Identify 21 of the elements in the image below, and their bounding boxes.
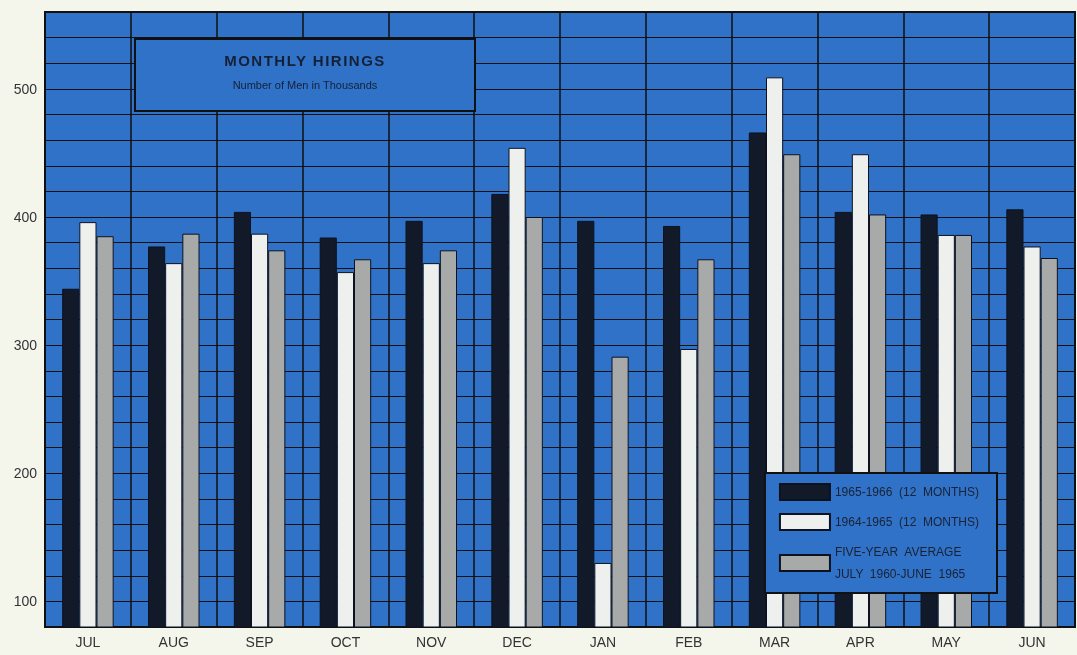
x-tick-label: AUG: [158, 634, 189, 650]
legend-label: 1964-1965 (12 MONTHS): [834, 515, 979, 529]
x-tick-label: MAY: [931, 634, 962, 650]
legend-label: FIVE-YEAR AVERAGE JULY 1960-JUNE 1965: [834, 545, 966, 581]
x-tick-label: MAR: [759, 634, 791, 650]
x-tick-label: DEC: [502, 634, 532, 650]
x-tick-label: APR: [846, 634, 875, 650]
x-tick-label: NOV: [416, 634, 448, 650]
y-tick-label: 200: [13, 465, 38, 482]
y-tick-label: 300: [13, 337, 38, 354]
x-tick-label: JAN: [589, 634, 617, 650]
y-tick-label: 100: [13, 593, 38, 610]
x-tick-label: SEP: [245, 634, 274, 650]
x-tick-label: FEB: [675, 634, 703, 650]
x-tick-label: JUN: [1018, 634, 1046, 650]
legend-label: 1965-1966 (12 MONTHS): [834, 485, 979, 499]
y-tick-label: 400: [13, 209, 38, 225]
y-tick-label: 500: [13, 80, 38, 97]
x-tick-label: OCT: [330, 634, 361, 650]
title-panel: MONTHLY HIRINGS Number of Men in Thousands: [134, 38, 476, 112]
x-tick-label: JUL: [75, 634, 101, 650]
